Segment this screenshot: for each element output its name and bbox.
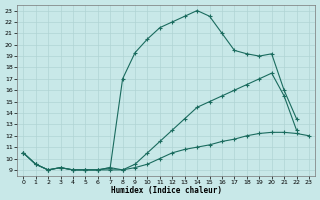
X-axis label: Humidex (Indice chaleur): Humidex (Indice chaleur)	[111, 186, 221, 195]
